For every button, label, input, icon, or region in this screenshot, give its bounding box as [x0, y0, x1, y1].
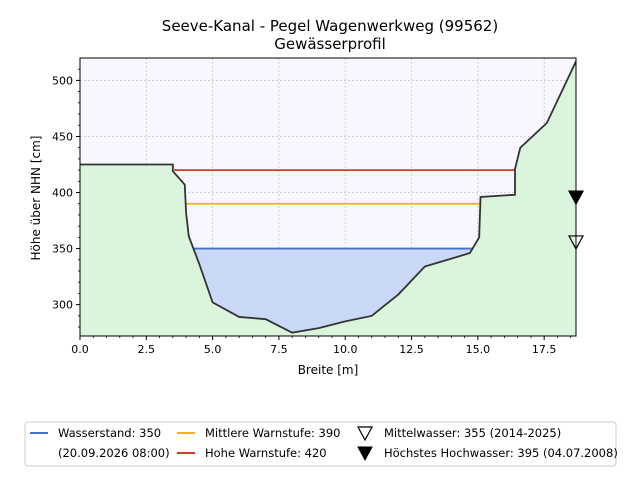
legend-water-level-date: (20.09.2026 08:00)	[58, 446, 170, 460]
legend-highest-flood-triangle-icon	[357, 446, 373, 462]
legend-water-level: Wasserstand: 350	[58, 426, 161, 440]
x-tick-label: 10.0	[333, 343, 358, 356]
plot-area: 0.0 2.5 5.0 7.5 10.0 12.5 15.0 17.5 300 350 400 450…	[52, 57, 585, 356]
chart-subtitle: Gewässerprofil	[274, 35, 386, 53]
legend-high-warning: Hohe Warnstufe: 420	[205, 446, 327, 460]
x-tick-label: 12.5	[399, 343, 424, 356]
y-tick-label: 400	[52, 187, 73, 200]
x-tick-label: 5.0	[204, 343, 222, 356]
x-tick-label: 17.5	[532, 343, 557, 356]
legend-highest-flood: Höchstes Hochwasser: 395 (04.07.2008)	[384, 446, 618, 460]
profile-line	[80, 60, 577, 334]
x-tick-label: 7.5	[270, 343, 288, 356]
x-tick-label: 15.0	[466, 343, 491, 356]
y-tick-label: 300	[52, 299, 73, 312]
plot-frame	[79, 57, 577, 337]
y-axis-label: Höhe über NHN [cm]	[29, 136, 43, 261]
y-tick-label: 450	[52, 130, 73, 143]
water-body-fill	[193, 248, 473, 333]
x-tick-label: 2.5	[138, 343, 156, 356]
legend-mean-water: Mittelwasser: 355 (2014-2025)	[384, 426, 561, 440]
legend: Wasserstand: 350 (20.09.2026 08:00) Mitt…	[24, 421, 618, 467]
y-tick-label: 500	[52, 74, 73, 87]
legend-mean-water-triangle-icon	[356, 426, 374, 442]
x-tick-label: 0.0	[71, 343, 89, 356]
chart-title: Seeve-Kanal - Pegel Wagenwerkweg (99562)	[162, 17, 498, 35]
ground-fill	[80, 61, 576, 336]
legend-medium-warning: Mittlere Warnstufe: 390	[205, 426, 341, 440]
x-axis-label: Breite [m]	[298, 363, 359, 377]
y-tick-label: 350	[52, 243, 73, 256]
legend-frame	[24, 421, 617, 467]
